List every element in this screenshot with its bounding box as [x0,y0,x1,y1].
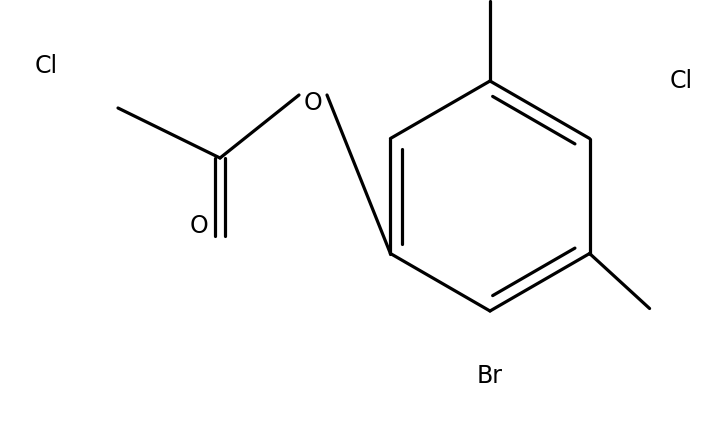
Text: Cl: Cl [35,54,58,78]
Text: O: O [303,91,322,115]
Text: O: O [189,214,208,238]
Text: Br: Br [477,364,503,388]
Text: Cl: Cl [670,69,693,93]
